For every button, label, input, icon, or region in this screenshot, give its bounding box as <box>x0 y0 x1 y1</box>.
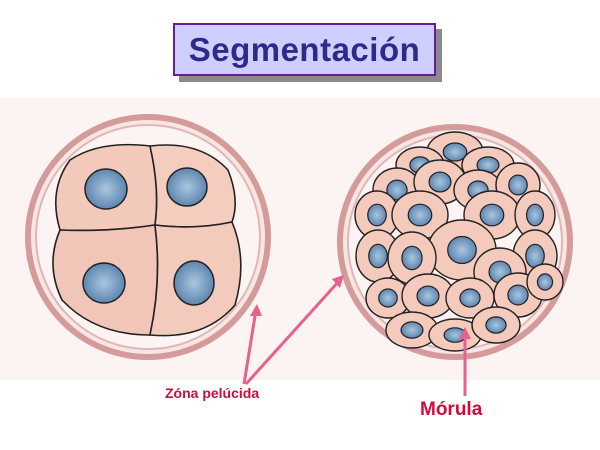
nucleus <box>166 167 208 207</box>
slide-title-box: Segmentación <box>173 23 436 76</box>
nucleus <box>447 235 477 265</box>
arrow-head <box>332 275 344 288</box>
nucleus <box>84 168 128 210</box>
morula-cells <box>354 131 564 352</box>
arrow-zona-right <box>244 278 342 386</box>
nucleus <box>401 245 423 271</box>
slide-title: Segmentación <box>188 30 421 68</box>
nucleus <box>386 179 408 201</box>
arrow-head <box>459 327 471 339</box>
nucleus <box>416 285 440 307</box>
nucleus <box>378 288 398 308</box>
nucleus <box>400 321 424 339</box>
nucleus <box>428 171 452 193</box>
nucleus <box>407 203 433 227</box>
nucleus <box>367 203 387 227</box>
morula-embryo <box>337 124 573 360</box>
nucleus <box>485 316 507 334</box>
nucleus <box>459 288 481 308</box>
nucleus <box>442 142 468 162</box>
arrow-head <box>250 304 262 316</box>
arrows <box>242 275 471 396</box>
nucleus <box>536 273 554 291</box>
nucleus <box>173 260 215 306</box>
four-cell-embryo <box>25 114 271 360</box>
nucleus <box>508 174 528 196</box>
nucleus <box>368 243 388 269</box>
nucleus <box>525 203 544 227</box>
nucleus <box>507 284 529 306</box>
nucleus <box>82 262 126 304</box>
label-morula: Mórula <box>420 399 483 420</box>
arrow-zona-left <box>242 309 258 385</box>
label-zona-pelucida: Zóna pelúcida <box>165 385 260 401</box>
nucleus <box>479 203 505 227</box>
